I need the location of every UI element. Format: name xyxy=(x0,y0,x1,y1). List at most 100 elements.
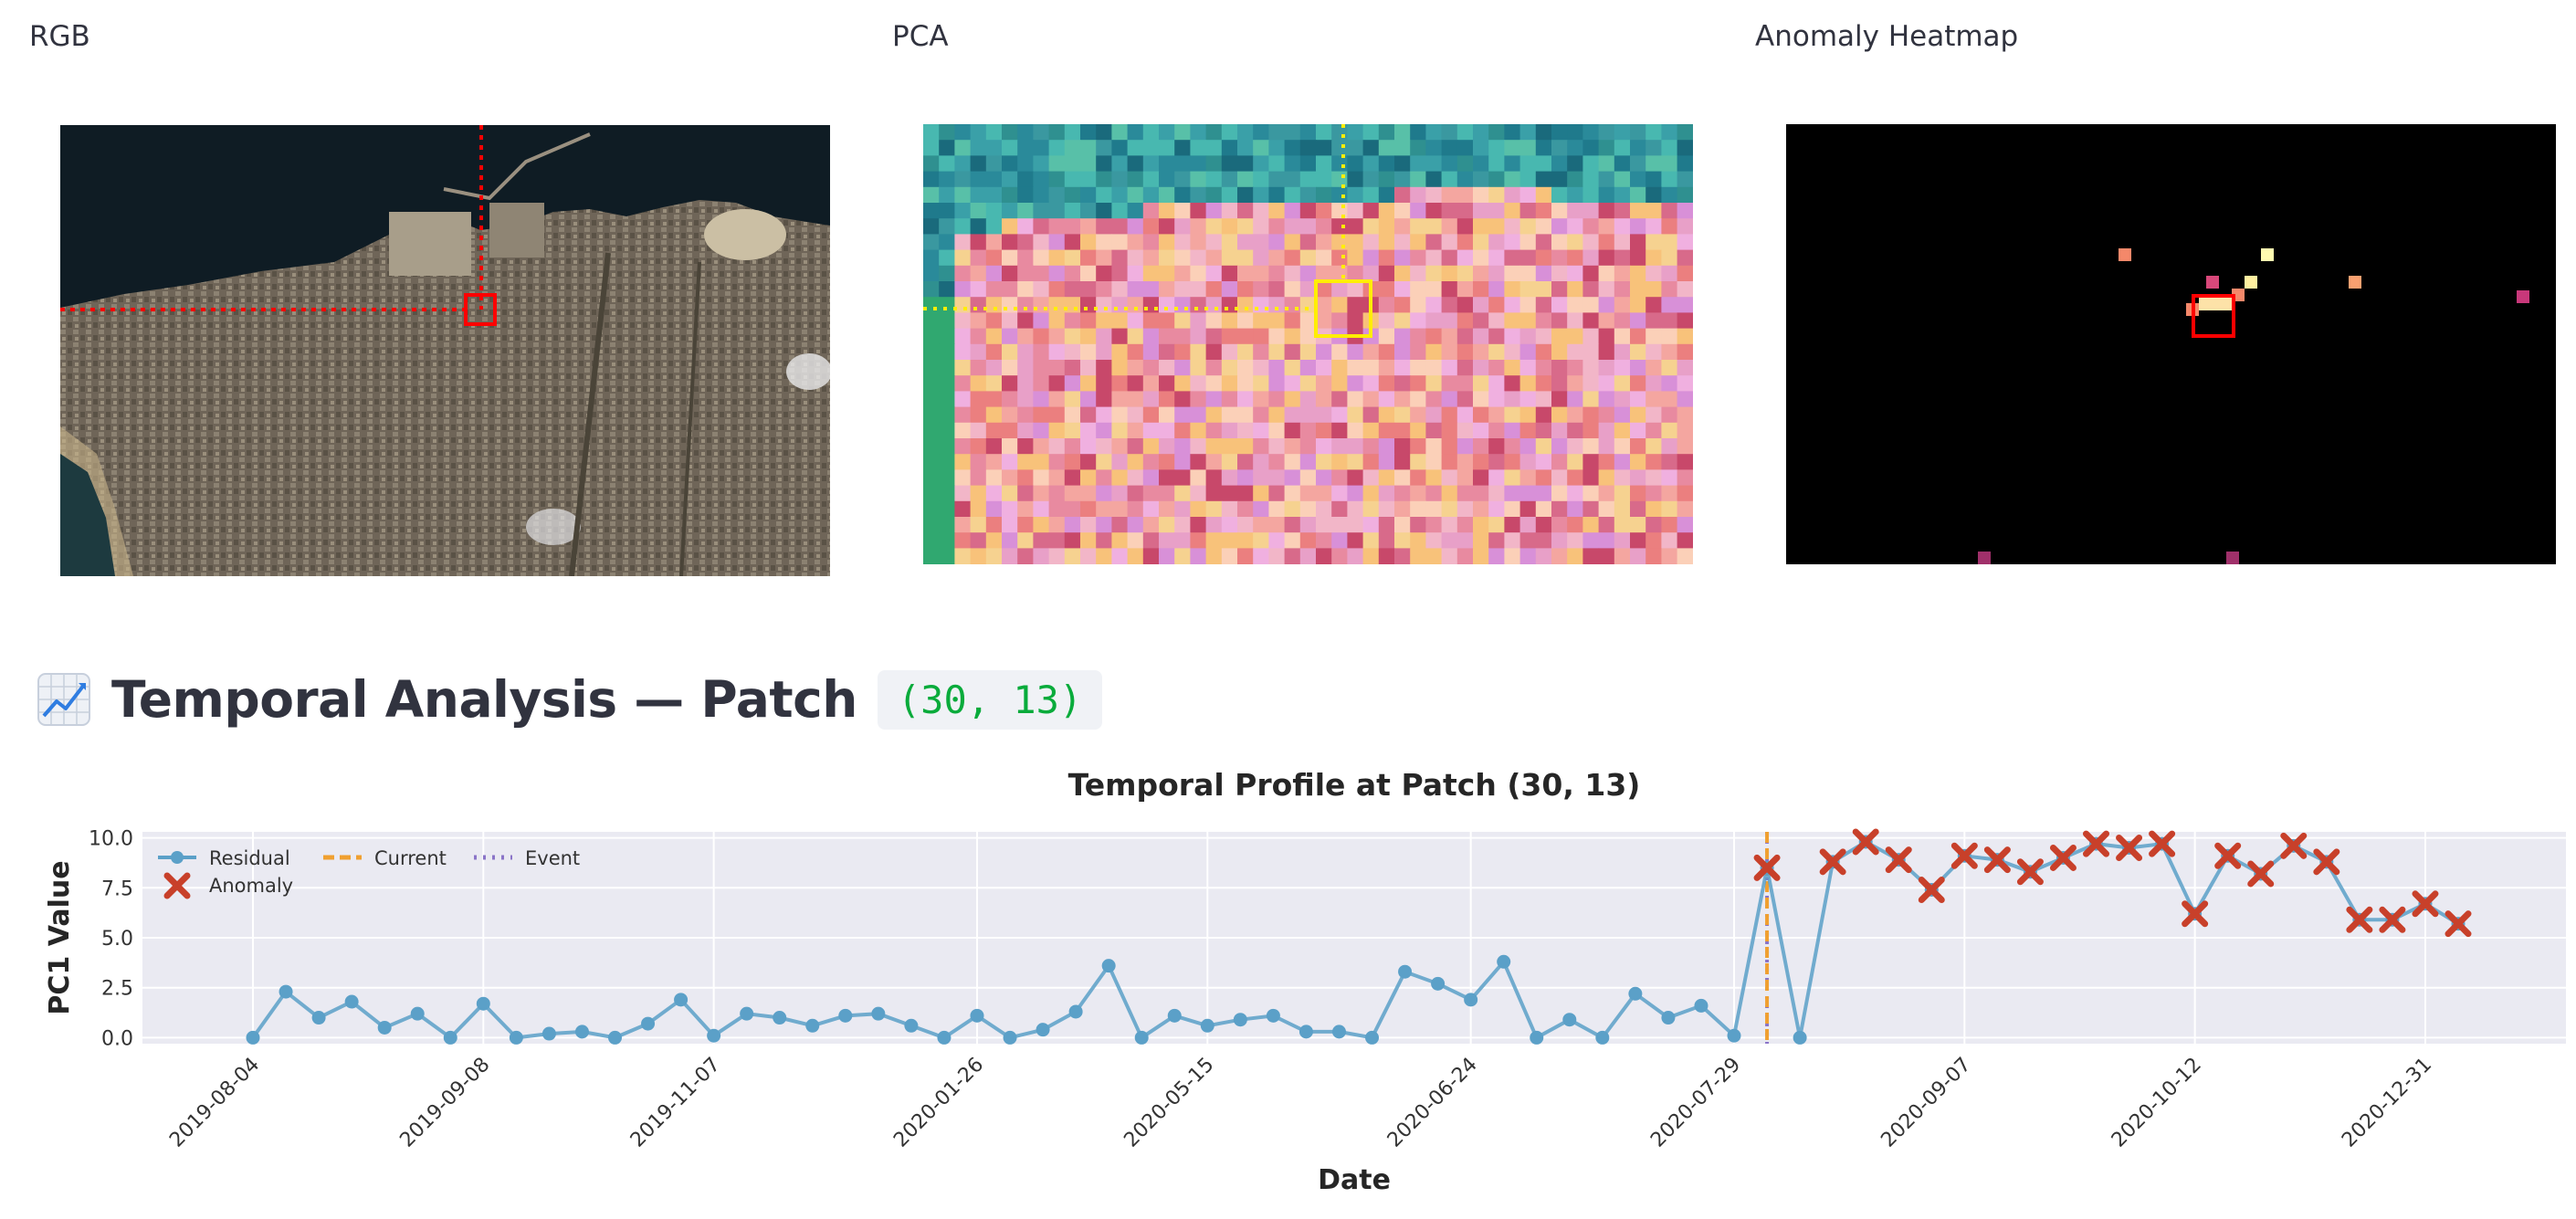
legend-current-label: Current xyxy=(374,847,447,869)
pca-panel-label: PCA xyxy=(892,20,949,53)
residual-point xyxy=(970,1008,984,1023)
chart-increasing-icon xyxy=(37,673,90,726)
residual-point xyxy=(443,1030,457,1045)
residual-point xyxy=(1003,1030,1017,1045)
x-tick-label: 2020-05-15 xyxy=(1120,1054,1218,1152)
legend-anomaly-marker xyxy=(163,872,191,899)
x-tick-label: 2019-09-08 xyxy=(395,1054,494,1152)
residual-point xyxy=(344,994,359,1009)
patch-code: (30, 13) xyxy=(877,669,1103,730)
x-tick-label: 2020-09-07 xyxy=(1877,1054,1975,1152)
residual-point xyxy=(937,1030,952,1045)
residual-point xyxy=(1793,1030,1807,1045)
anomaly-marker xyxy=(2016,858,2044,886)
residual-point xyxy=(1331,1025,1346,1039)
residual-point xyxy=(509,1030,523,1045)
pca-image[interactable] xyxy=(923,124,1693,564)
legend-anomaly-label: Anomaly xyxy=(209,875,293,897)
legend-residual-label: Residual xyxy=(209,847,290,869)
legend-event-label: Event xyxy=(525,847,580,869)
residual-point xyxy=(541,1026,556,1041)
residual-point xyxy=(607,1030,622,1045)
anomaly-marker xyxy=(2149,830,2176,857)
residual-point xyxy=(311,1011,326,1025)
residual-point xyxy=(1727,1028,1741,1043)
residual-point xyxy=(279,984,293,999)
anomaly-marker xyxy=(2346,906,2373,933)
anomaly-marker xyxy=(1753,854,1781,881)
y-tick-label: 0.0 xyxy=(101,1027,133,1050)
residual-point xyxy=(1628,986,1643,1001)
y-axis-ticks: 0.0 2.5 5.0 7.5 10.0 xyxy=(89,828,133,1051)
residual-point xyxy=(1266,1008,1280,1023)
residual-point xyxy=(1694,998,1709,1013)
y-tick-label: 2.5 xyxy=(101,978,133,1001)
residual-point xyxy=(1365,1030,1380,1045)
anomaly-marker xyxy=(1983,846,2011,874)
residual-point xyxy=(904,1018,919,1033)
residual-point xyxy=(805,1018,820,1033)
legend-anomaly-cross xyxy=(163,872,191,899)
anomaly-heatmap-image[interactable] xyxy=(1786,124,2556,564)
y-tick-label: 10.0 xyxy=(89,828,133,851)
temporal-profile-chart: Temporal Profile at Patch (30, 13) 0.0 2.… xyxy=(44,767,2566,1196)
anomaly-marker xyxy=(1852,828,1879,856)
residual-point xyxy=(641,1016,656,1031)
anomaly-marker xyxy=(2182,900,2209,928)
residual-point xyxy=(246,1030,260,1045)
residual-point xyxy=(1167,1008,1182,1023)
rgb-satellite-image[interactable] xyxy=(60,125,830,576)
residual-point xyxy=(1200,1018,1214,1033)
pca-selected-patch xyxy=(1314,279,1372,338)
rgb-panel-label: RGB xyxy=(29,20,90,53)
residual-point xyxy=(1431,976,1446,991)
residual-point xyxy=(1068,1004,1083,1019)
heatmap-panel-label: Anomaly Heatmap xyxy=(1755,20,2019,53)
anomaly-marker xyxy=(2379,906,2406,933)
anomaly-marker xyxy=(2445,910,2472,938)
residual-point xyxy=(773,1011,787,1025)
y-axis-label: PC1 Value xyxy=(44,860,76,1014)
anomaly-marker xyxy=(1918,876,1945,903)
residual-point xyxy=(1661,1011,1676,1025)
legend-residual-marker xyxy=(171,851,184,864)
section-title: Temporal Analysis — Patch xyxy=(111,670,857,729)
residual-point xyxy=(377,1020,392,1035)
residual-point xyxy=(1497,954,1511,969)
residual-point xyxy=(674,993,689,1007)
residual-point xyxy=(1299,1025,1313,1039)
anomaly-marker xyxy=(2116,835,2143,862)
x-tick-label: 2020-06-24 xyxy=(1383,1054,1482,1152)
anomaly-marker xyxy=(1885,846,1912,874)
x-tick-label: 2020-07-29 xyxy=(1646,1054,1745,1152)
x-tick-label: 2020-10-12 xyxy=(2108,1054,2206,1152)
anomaly-marker xyxy=(2247,860,2275,888)
residual-point xyxy=(1036,1023,1050,1037)
anomaly-marker xyxy=(1819,848,1846,876)
anomaly-marker xyxy=(2049,844,2077,871)
residual-point xyxy=(1233,1013,1247,1027)
anomaly-marker xyxy=(2083,830,2110,857)
x-axis-ticks: 2019-08-04 2019-09-08 2019-11-07 2020-01-26… xyxy=(165,1054,2436,1152)
residual-point xyxy=(1464,993,1478,1007)
anomaly-marker xyxy=(2313,848,2340,876)
anomaly-marker xyxy=(2412,890,2439,918)
x-axis-label: Date xyxy=(1318,1164,1391,1196)
residual-point xyxy=(707,1028,721,1043)
residual-point xyxy=(410,1006,425,1021)
residual-point xyxy=(1595,1030,1610,1045)
residual-point xyxy=(740,1006,754,1021)
anomaly-marker xyxy=(1950,842,1978,869)
residual-point xyxy=(1562,1013,1577,1027)
x-tick-label: 2020-12-31 xyxy=(2338,1054,2436,1152)
anomaly-marker xyxy=(2280,832,2308,859)
residual-point xyxy=(871,1006,886,1021)
residual-point xyxy=(1530,1030,1544,1045)
chart-legend: Residual Current Event Anomaly xyxy=(158,847,580,899)
y-tick-label: 5.0 xyxy=(101,928,133,951)
residual-point xyxy=(1134,1030,1149,1045)
x-tick-label: 2019-11-07 xyxy=(626,1054,725,1152)
anomaly-marker xyxy=(2214,842,2242,869)
chart-title: Temporal Profile at Patch (30, 13) xyxy=(1068,767,1641,803)
residual-point xyxy=(1101,959,1116,973)
